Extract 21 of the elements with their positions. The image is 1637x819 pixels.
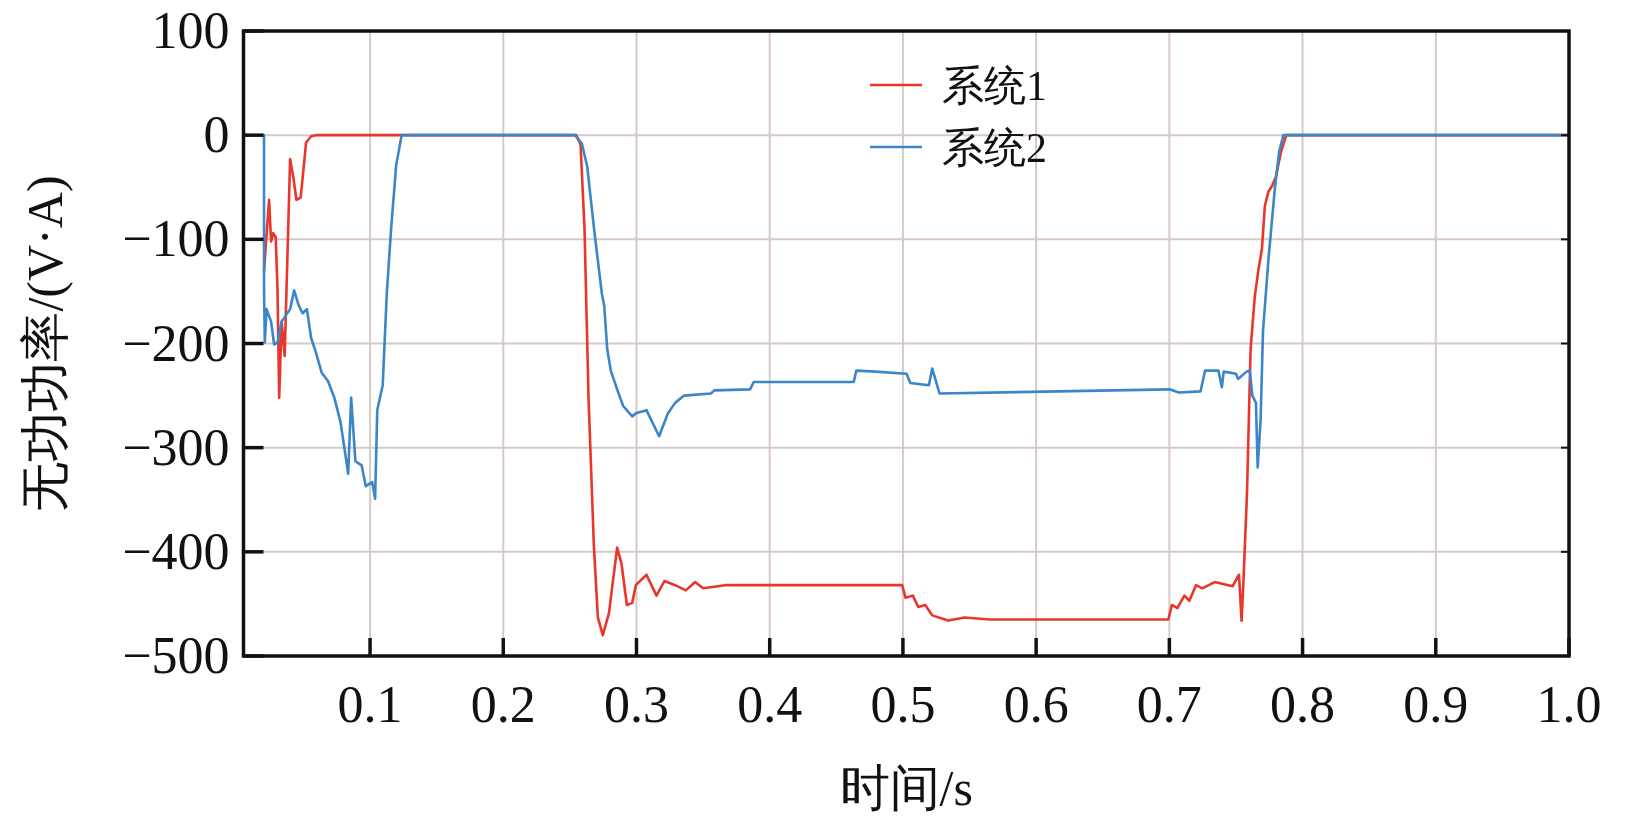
legend-label: 系统1 (942, 63, 1047, 109)
x-tick-label: 0.5 (870, 676, 936, 733)
y-tick-label: −400 (122, 522, 230, 580)
x-tick-label: 0.6 (1003, 676, 1069, 733)
x-tick-label: 0.2 (470, 676, 536, 733)
y-tick-label: 100 (151, 2, 230, 59)
y-tick-label: −500 (122, 627, 230, 684)
y-tick-label: −100 (122, 210, 230, 268)
y-axis-title: 无功功率/(V·A) (17, 175, 73, 512)
x-tick-label: 0.7 (1136, 676, 1202, 733)
y-tick-label: 0 (203, 106, 230, 164)
x-tick-label: 0.9 (1403, 676, 1469, 733)
legend-label: 系统2 (942, 125, 1047, 171)
x-axis-title: 时间/s (839, 760, 973, 816)
x-tick-label: 0.1 (337, 676, 403, 733)
x-tick-label: 0.3 (603, 676, 669, 733)
y-tick-label: −300 (122, 418, 230, 476)
x-tick-label: 0.8 (1270, 676, 1336, 733)
y-tick-label: −200 (122, 314, 230, 372)
x-tick-label: 1.0 (1536, 676, 1602, 733)
x-tick-label: 0.4 (737, 676, 803, 733)
